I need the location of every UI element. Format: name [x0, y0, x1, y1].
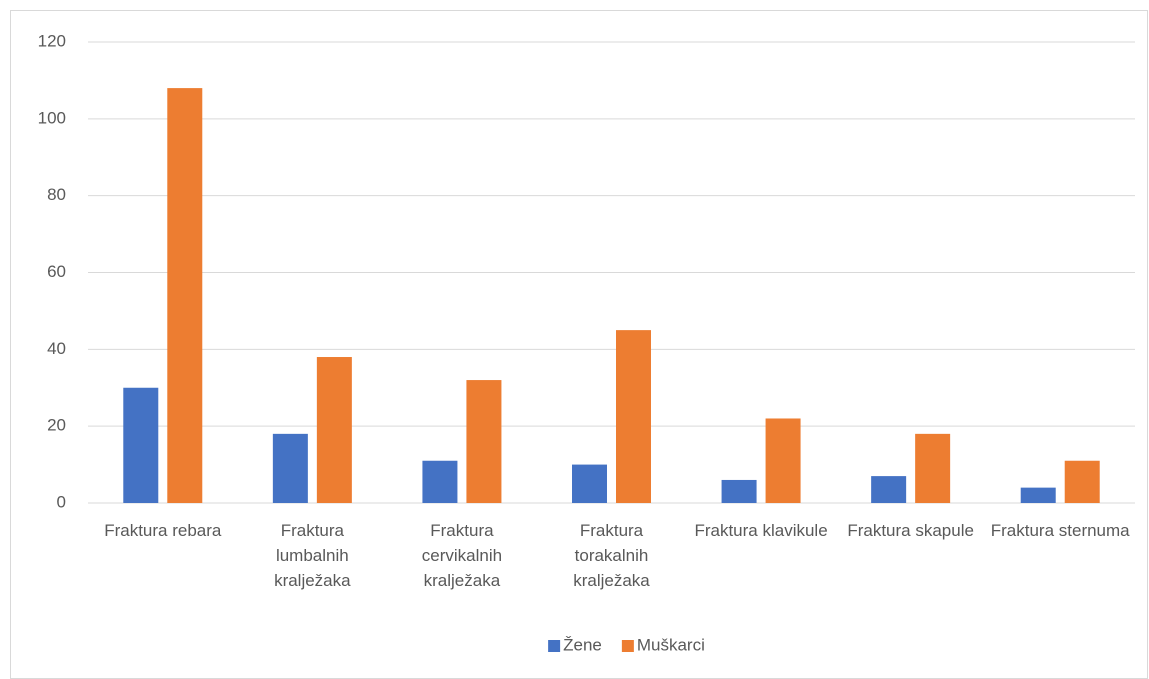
- legend-swatch: [621, 640, 634, 652]
- legend-label: Muškarci: [637, 635, 705, 654]
- bar: [616, 330, 651, 503]
- legend-swatch: [548, 640, 561, 652]
- x-tick-label: Fraktura torakalnih kralježaka: [573, 521, 650, 590]
- y-tick-label: 20: [47, 416, 66, 435]
- bar: [721, 479, 757, 503]
- x-tick-label: Fraktura rebara: [104, 521, 222, 540]
- x-tick-label: Fraktura sternuma: [990, 521, 1130, 540]
- bar: [765, 418, 801, 503]
- bar: [316, 357, 352, 503]
- legend-label: Žene: [563, 635, 602, 654]
- y-tick-label: 0: [57, 492, 66, 511]
- y-tick-label: 80: [47, 185, 66, 204]
- y-tick-label: 40: [47, 339, 66, 358]
- bar: [572, 464, 607, 503]
- y-tick-label: 120: [38, 31, 66, 50]
- bar: [915, 433, 951, 503]
- x-tick-label: Fraktura cervikalnih kralježaka: [421, 521, 503, 590]
- y-tick-label: 100: [38, 108, 66, 127]
- bar: [167, 88, 203, 503]
- bar: [422, 460, 458, 503]
- bar: [1064, 460, 1100, 503]
- bar: [123, 387, 159, 503]
- bar: [871, 476, 907, 503]
- x-tick-label: Fraktura lumbalnih kralježaka: [274, 521, 351, 590]
- bar: [1020, 487, 1056, 503]
- bar: [272, 433, 308, 503]
- bar: [466, 380, 502, 503]
- y-tick-label: 60: [47, 262, 66, 281]
- x-tick-label: Fraktura klavikule: [694, 521, 828, 540]
- x-tick-label: Fraktura skapule: [847, 521, 974, 540]
